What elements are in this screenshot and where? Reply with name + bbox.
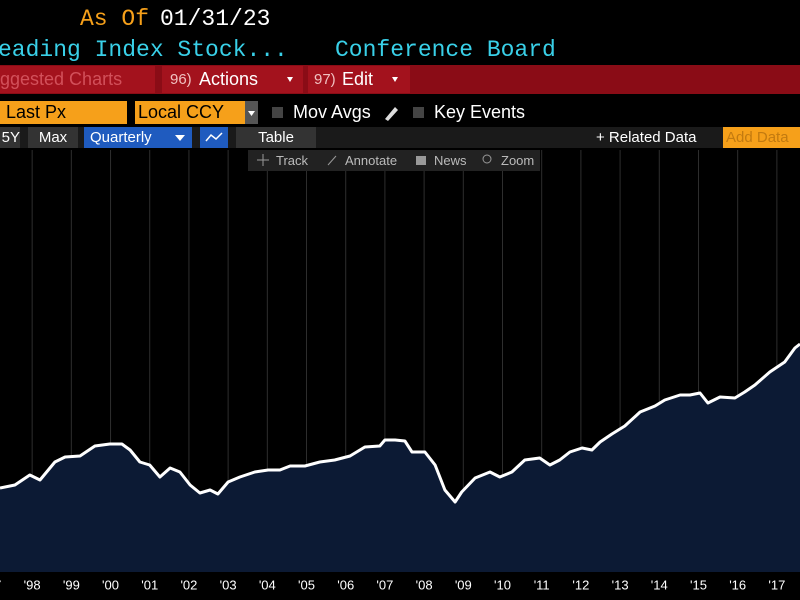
checkbox[interactable] [413, 107, 424, 118]
x-tick-label: '17 [768, 577, 785, 592]
zoom-icon [482, 154, 492, 164]
x-tick-label: '97 [0, 577, 1, 592]
chart-icon [205, 132, 223, 142]
x-tick-label: '13 [612, 577, 629, 592]
controls-icons [245, 101, 424, 124]
as-of-label: As Of [80, 6, 150, 32]
mov-avgs-label: Mov Avgs [293, 102, 371, 122]
track-tool[interactable]: Track [276, 153, 309, 168]
range-icons [175, 127, 228, 148]
dropdown-arrow [248, 111, 255, 116]
checkbox[interactable] [272, 107, 283, 118]
x-tick-label: '98 [24, 577, 41, 592]
x-tick-label: '14 [651, 577, 668, 592]
zoom-tool[interactable]: Zoom [501, 153, 535, 168]
x-tick-label: '02 [180, 577, 197, 592]
dropdown-arrow [392, 77, 398, 82]
tool-icons [257, 154, 492, 166]
as-of-date[interactable]: 01/31/23 [160, 6, 271, 32]
annotate-tool[interactable]: Annotate [345, 153, 398, 168]
edit-code: 97) [314, 71, 336, 88]
currency-select[interactable]: Local CCY [135, 101, 245, 124]
x-tick-label: '11 [534, 577, 550, 592]
suggested-charts[interactable]: ggested Charts [0, 66, 155, 93]
range-5y[interactable]: 5Y [0, 127, 20, 148]
table-button[interactable]: Table [236, 127, 316, 148]
actions-code: 96) [170, 71, 192, 88]
x-tick-label: '00 [102, 577, 119, 592]
pencil-icon[interactable] [385, 107, 398, 121]
x-tick-label: '05 [298, 577, 315, 592]
edit-button[interactable] [308, 66, 410, 93]
line [0, 342, 800, 504]
source: Conference Board [335, 37, 556, 63]
add-data-input[interactable]: Add Data [723, 127, 800, 148]
x-tick-label: '07 [376, 577, 393, 592]
field-select[interactable]: Last Px [0, 101, 127, 124]
range-max[interactable]: Max [28, 127, 78, 148]
actions-label: Actions [199, 69, 259, 89]
security-name: eading Index Stock... [0, 37, 288, 63]
dropdown-arrow [175, 135, 185, 141]
key-events-label: Key Events [434, 102, 526, 122]
menu-arrows [287, 77, 398, 82]
x-tick-label: '99 [63, 577, 80, 592]
area [0, 344, 800, 572]
chart: '97 '98 '99 '00 '01 '02 '03 '04 '05 '06 '07 '08 '09 '… [0, 150, 800, 592]
annotate-icon [327, 155, 337, 166]
x-tick-label: '12 [572, 577, 589, 592]
x-tick-label: '04 [259, 577, 276, 592]
x-tick-label: '09 [455, 577, 472, 592]
track-icon [257, 154, 269, 166]
dropdown-arrow [287, 77, 293, 82]
news-tool[interactable]: News [434, 153, 467, 168]
related-data[interactable]: + Related Data [596, 129, 697, 146]
tool-bar [248, 150, 540, 171]
x-tick-label: '01 [141, 577, 158, 592]
x-tick-label: '15 [690, 577, 707, 592]
x-tick-label: '16 [729, 577, 746, 592]
x-tick-label: '03 [220, 577, 237, 592]
x-tick-label: '10 [494, 577, 511, 592]
x-tick-label: '06 [337, 577, 354, 592]
edit-label: Edit [342, 69, 374, 89]
news-icon [416, 156, 426, 165]
x-tick-label: '08 [416, 577, 433, 592]
frequency-select[interactable]: Quarterly [84, 127, 192, 148]
actions-button[interactable] [162, 66, 303, 93]
